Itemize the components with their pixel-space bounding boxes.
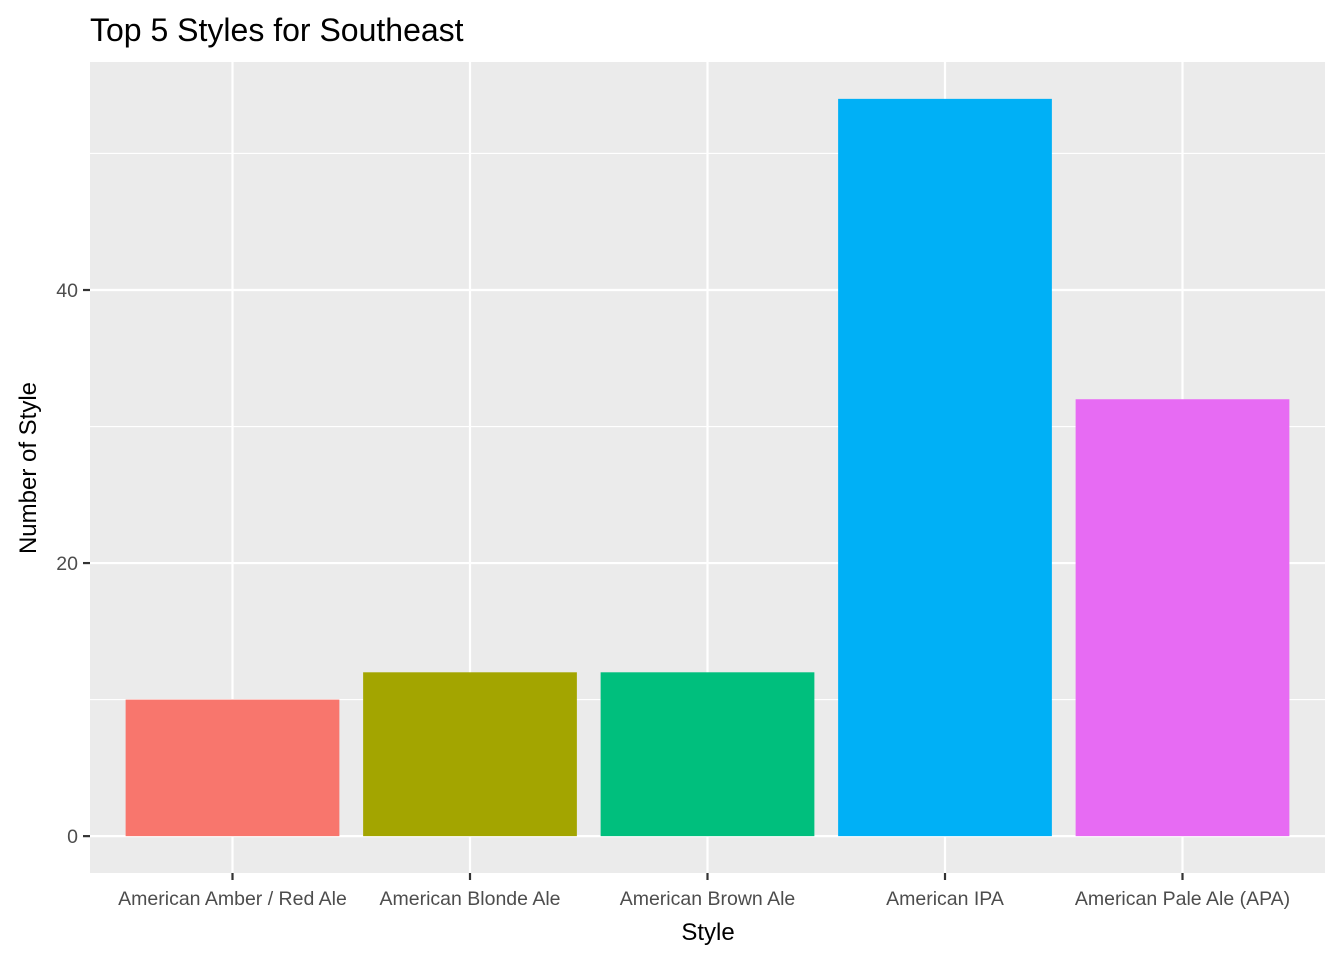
bar-american-blonde-ale bbox=[363, 672, 577, 837]
y-tick-label: 20 bbox=[56, 553, 78, 575]
bar-american-brown-ale bbox=[600, 672, 815, 837]
y-tick-label: 40 bbox=[56, 280, 78, 302]
bar-american-amber-red-ale bbox=[125, 699, 340, 837]
bar-american-pale-ale-apa bbox=[1075, 399, 1290, 837]
y-tick-label: 0 bbox=[67, 826, 78, 848]
x-tick-label: American Amber / Red Ale bbox=[118, 888, 347, 910]
y-axis: 0 20 40 bbox=[56, 280, 90, 848]
y-axis-title: Number of Style bbox=[15, 382, 42, 554]
x-tick-label: American Blonde Ale bbox=[379, 888, 560, 910]
x-axis: American Amber / Red Ale American Blonde … bbox=[118, 873, 1290, 910]
x-tick-label: American Brown Ale bbox=[620, 888, 796, 910]
x-tick-label: American Pale Ale (APA) bbox=[1075, 888, 1290, 910]
bar-american-ipa bbox=[838, 98, 1052, 837]
x-axis-title: Style bbox=[681, 919, 734, 946]
x-tick-label: American IPA bbox=[886, 888, 1004, 910]
bars bbox=[125, 98, 1290, 837]
chart-title: Top 5 Styles for Southeast bbox=[90, 12, 464, 48]
